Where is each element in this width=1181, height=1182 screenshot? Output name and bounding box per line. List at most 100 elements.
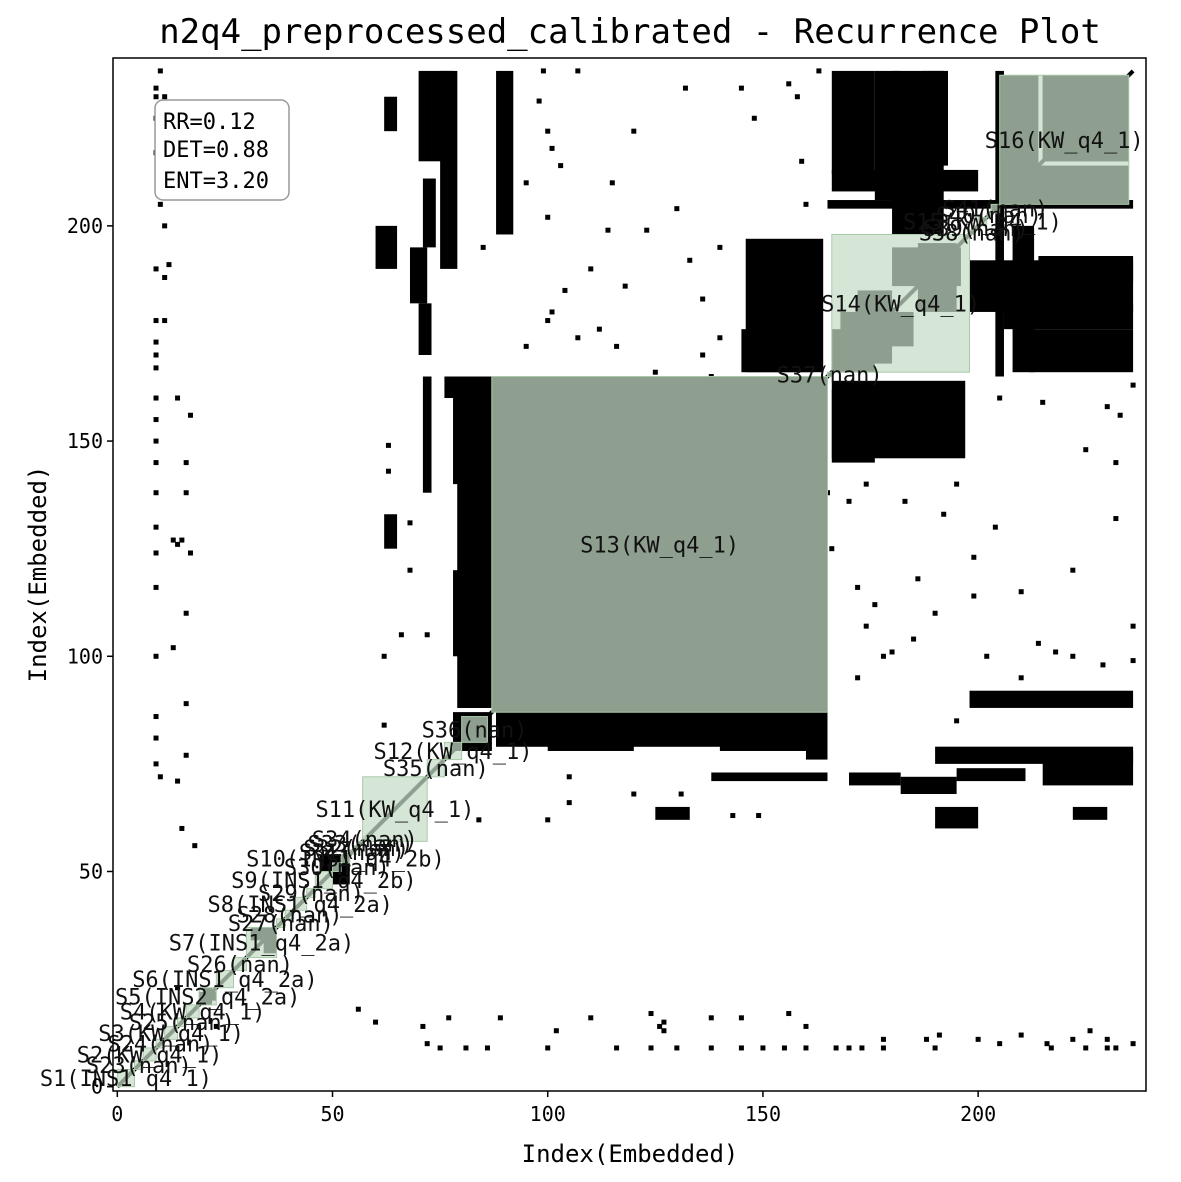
segment-region [284, 909, 295, 920]
recurrence-point [1035, 640, 1041, 646]
recurrence-point [153, 584, 159, 590]
recurrence-point [355, 1006, 361, 1012]
recurrence-point [941, 511, 947, 517]
recurrence-point [1040, 399, 1046, 405]
segment-label-layer: S1(INS1_q4_1)S23(nan)S2(KW_q4_1)S24(nan)… [40, 129, 1144, 1092]
recurrence-point [682, 85, 688, 91]
recurrence-point [648, 1011, 654, 1017]
recurrence-point [162, 223, 168, 229]
recurrence-point [816, 68, 822, 74]
recurrence-block [422, 376, 432, 493]
recurrence-point [614, 1045, 620, 1051]
recurrence-point [971, 593, 977, 599]
segment-label: S32(nan) [303, 837, 409, 862]
recurrence-point [213, 1023, 219, 1029]
segment-region [314, 870, 334, 890]
segment-label: S5(INS2_q4_2a) [115, 985, 300, 1010]
segment-label: S40(nan) [936, 204, 1042, 229]
recurrence-block [805, 746, 828, 760]
recurrence-point [192, 843, 198, 849]
segment-label: S13(KW_q4_1) [580, 533, 739, 558]
segment-label: S27(nan) [228, 912, 334, 937]
recurrence-point [153, 417, 159, 423]
recurrence-block [422, 178, 436, 248]
recurrence-point [175, 395, 181, 401]
recurrence-point [932, 154, 938, 160]
stats-box-frame [154, 99, 290, 201]
recurrence-block [1003, 303, 1134, 330]
recurrence-point [1018, 675, 1024, 681]
segment-label: S37(nan) [777, 363, 883, 388]
recurrence-point [385, 442, 391, 448]
recurrence-point [175, 541, 181, 547]
recurrence-block [956, 768, 1026, 782]
recurrence-point [1113, 460, 1119, 466]
recurrence-point [566, 774, 572, 780]
recurrence-point [648, 1045, 654, 1051]
segment-region [999, 74, 1130, 205]
recurrence-point [153, 524, 159, 530]
recurrence-point [153, 438, 159, 444]
segment-label: S25(nan) [129, 1011, 235, 1036]
recurrence-point [1130, 623, 1136, 629]
recurrence-point [497, 1015, 503, 1021]
recurrence-point [1087, 1028, 1093, 1034]
recurrence-block [831, 70, 875, 175]
y-tick-label: 150 [67, 429, 103, 453]
segment-region [155, 1038, 166, 1049]
segment-label: S4(KW_q4_1) [120, 1000, 266, 1025]
recurrence-point [187, 412, 193, 418]
recurrence-point [1044, 266, 1050, 272]
segment-region [116, 1068, 136, 1088]
recurrence-point [932, 610, 938, 616]
recurrence-point [373, 1019, 379, 1025]
segment-label: S12(KW_q4_1) [374, 740, 533, 765]
recurrence-point [863, 623, 869, 629]
recurrence-point [179, 537, 185, 543]
segment-region [826, 371, 833, 378]
recurrence-point [674, 1045, 680, 1051]
y-axis-ticks: 0 50 100 150 200 [67, 214, 113, 1099]
recurrence-point [1078, 305, 1084, 311]
recurrence-block [409, 247, 428, 304]
recurrence-block [496, 70, 514, 235]
recurrence-point [614, 343, 620, 349]
stat-det: DET=0.88 [163, 138, 269, 163]
recurrence-point [803, 1023, 809, 1029]
recurrence-point [153, 339, 159, 345]
segment-label: S35(nan) [383, 757, 489, 782]
recurrence-point [437, 1045, 443, 1051]
recurrence-point [1070, 653, 1076, 659]
segment-label: S41(nan) [942, 198, 1048, 223]
recurrence-point [166, 262, 172, 268]
recurrence-point [644, 227, 650, 233]
recurrence-point [407, 520, 413, 526]
recurrence-point [545, 318, 551, 324]
recurrence-point [385, 468, 391, 474]
segment-region [977, 216, 988, 227]
recurrence-point [545, 214, 551, 220]
recurrence-point [708, 1045, 714, 1051]
recurrence-point [549, 309, 555, 315]
recurrence-point [631, 791, 637, 797]
recurrence-block [969, 690, 1134, 708]
recurrence-point [880, 653, 886, 659]
recurrence-point [889, 649, 895, 655]
segment-region [293, 896, 308, 911]
recurrence-point [833, 1045, 839, 1051]
recurrence-point [545, 817, 551, 823]
recurrence-point [829, 546, 835, 552]
segment-region [215, 969, 235, 989]
recurrence-point [631, 128, 637, 134]
segment-region [357, 840, 364, 847]
recurrence-point [1048, 1045, 1054, 1051]
segment-region [969, 229, 975, 235]
recurrence-point [153, 85, 159, 91]
recurrence-point [687, 257, 693, 263]
recurrence-block [1042, 750, 1134, 773]
recurrence-point [446, 1015, 452, 1021]
recurrence-point [566, 800, 572, 806]
segment-region [142, 1047, 157, 1062]
recurrence-point [923, 1036, 929, 1042]
y-tick-label: 200 [67, 214, 103, 238]
